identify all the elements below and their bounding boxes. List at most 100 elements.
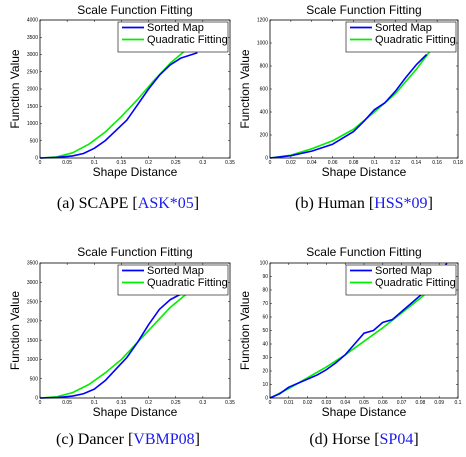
x-tick-label: 0.15 xyxy=(117,400,127,406)
y-tick-label: 2500 xyxy=(27,299,38,305)
x-tick-label: 0.07 xyxy=(397,400,407,406)
caption-citation: ASK*05 xyxy=(138,195,194,212)
caption-end: ] xyxy=(195,431,200,448)
chart-title: Scale Function Fitting xyxy=(306,3,421,17)
x-tick-label: 0 xyxy=(269,400,272,406)
x-tick-label: 0.14 xyxy=(411,160,421,166)
y-tick-label: 3500 xyxy=(27,35,38,41)
caption-end: ] xyxy=(428,195,433,212)
y-tick-label: 1500 xyxy=(27,104,38,110)
y-tick-label: 4000 xyxy=(27,18,38,24)
plot-frame xyxy=(39,262,231,399)
caption-label: (c) Dancer [ xyxy=(56,431,133,448)
x-tick-label: 0.08 xyxy=(349,160,359,166)
y-tick-label: 3000 xyxy=(27,280,38,286)
y-tick-label: 1200 xyxy=(257,18,268,24)
chart-title: Scale Function Fitting xyxy=(77,3,192,17)
y-tick-label: 1500 xyxy=(27,338,38,344)
x-tick-label: 0.35 xyxy=(225,400,235,406)
x-tick-label: 0.1 xyxy=(91,160,98,166)
x-axis-label: Shape Distance xyxy=(322,405,407,419)
x-tick-label: 0.1 xyxy=(91,400,98,406)
legend-label-sorted: Sorted Map xyxy=(147,22,204,34)
x-tick-label: 0.3 xyxy=(199,400,206,406)
y-tick-label: 500 xyxy=(30,376,39,382)
x-tick-label: 0 xyxy=(39,400,42,406)
y-axis-label: Function Value xyxy=(8,291,22,370)
caption-end: ] xyxy=(413,431,418,448)
caption-label: (d) Horse [ xyxy=(309,431,379,448)
y-tick-label: 2500 xyxy=(27,69,38,75)
figure-caption: (d) Horse [SP04] xyxy=(309,431,418,448)
series-line-quadratic xyxy=(269,281,440,399)
caption-label: (b) Human [ xyxy=(295,195,374,212)
plot-frame xyxy=(39,19,231,159)
y-tick-label: 40 xyxy=(262,342,268,348)
x-tick-label: 0.25 xyxy=(171,160,181,166)
x-tick-label: 0.1 xyxy=(371,160,378,166)
y-tick-label: 20 xyxy=(262,369,268,375)
legend-label-quadratic: Quadratic Fitting xyxy=(147,34,228,46)
series-line-quadratic xyxy=(39,293,188,399)
legend-label-quadratic: Quadratic Fitting xyxy=(147,277,228,289)
chart-panel-3: Scale Function Fitting 0 0.05 0.1 0.15 0.2 0.2… xyxy=(8,245,235,448)
x-tick-label: 0.25 xyxy=(171,400,181,406)
x-tick-label: 0.1 xyxy=(455,400,462,406)
x-tick-label: 0.2 xyxy=(145,160,152,166)
x-tick-label: 0.2 xyxy=(145,400,152,406)
x-tick-label: 0.05 xyxy=(359,400,369,406)
x-tick-label: 0.02 xyxy=(303,400,313,406)
x-tick-label: 0.05 xyxy=(62,160,72,166)
x-tick-label: 0.06 xyxy=(328,160,338,166)
caption-citation: SP04 xyxy=(380,431,414,448)
y-tick-label: 2000 xyxy=(27,87,38,93)
x-tick-label: 0 xyxy=(39,160,42,166)
y-tick-label: 0 xyxy=(265,156,268,162)
x-tick-label: 0.01 xyxy=(284,400,294,406)
x-tick-label: 0.02 xyxy=(286,160,296,166)
legend-label-sorted: Sorted Map xyxy=(375,22,432,34)
x-tick-label: 0.12 xyxy=(390,160,400,166)
x-tick-label: 0.04 xyxy=(307,160,317,166)
legend-label-quadratic: Quadratic Fitting xyxy=(375,34,456,46)
y-tick-label: 200 xyxy=(260,133,269,139)
series-line-quadratic xyxy=(269,48,433,159)
y-tick-label: 10 xyxy=(262,382,268,388)
chart-panel-2: Scale Function Fitting 0 0.02 0.04 0.06 0.08 0… xyxy=(238,3,463,212)
x-tick-label: 0.05 xyxy=(62,400,72,406)
chart-panel-1: Scale Function Fitting 0 0.05 0.1 0.15 0.2 0.2… xyxy=(8,3,235,212)
x-axis-label: Shape Distance xyxy=(93,165,178,179)
x-axis-label: Shape Distance xyxy=(93,405,178,419)
x-tick-label: 0.15 xyxy=(117,160,127,166)
y-tick-label: 30 xyxy=(262,355,268,361)
chart-panel-4: Scale Function Fitting 0 0.01 0.02 0.03 0.04 0… xyxy=(238,245,462,448)
series-line-sorted xyxy=(39,52,198,159)
x-tick-label: 0.3 xyxy=(199,160,206,166)
x-axis-label: Shape Distance xyxy=(322,165,407,179)
y-tick-label: 80 xyxy=(262,288,268,294)
x-tick-label: 0.09 xyxy=(434,400,444,406)
y-tick-label: 600 xyxy=(260,87,269,93)
y-axis-label: Function Value xyxy=(238,291,252,370)
figure-caption: (c) Dancer [VBMP08] xyxy=(56,431,200,448)
x-tick-label: 0.18 xyxy=(453,160,463,166)
x-tick-label: 0.04 xyxy=(340,400,350,406)
series-line-sorted xyxy=(39,291,187,399)
x-tick-label: 0 xyxy=(269,160,272,166)
x-tick-label: 0.16 xyxy=(432,160,442,166)
caption-citation: VBMP08 xyxy=(133,431,194,448)
y-tick-label: 90 xyxy=(262,274,268,280)
y-tick-label: 2000 xyxy=(27,319,38,325)
x-tick-label: 0.03 xyxy=(322,400,332,406)
y-tick-label: 0 xyxy=(265,396,268,402)
y-tick-label: 1000 xyxy=(27,121,38,127)
y-tick-label: 3000 xyxy=(27,52,38,58)
series-line-sorted xyxy=(269,53,428,159)
y-tick-label: 60 xyxy=(262,315,268,321)
chart-title: Scale Function Fitting xyxy=(306,245,421,259)
series-line-quadratic xyxy=(39,48,188,159)
